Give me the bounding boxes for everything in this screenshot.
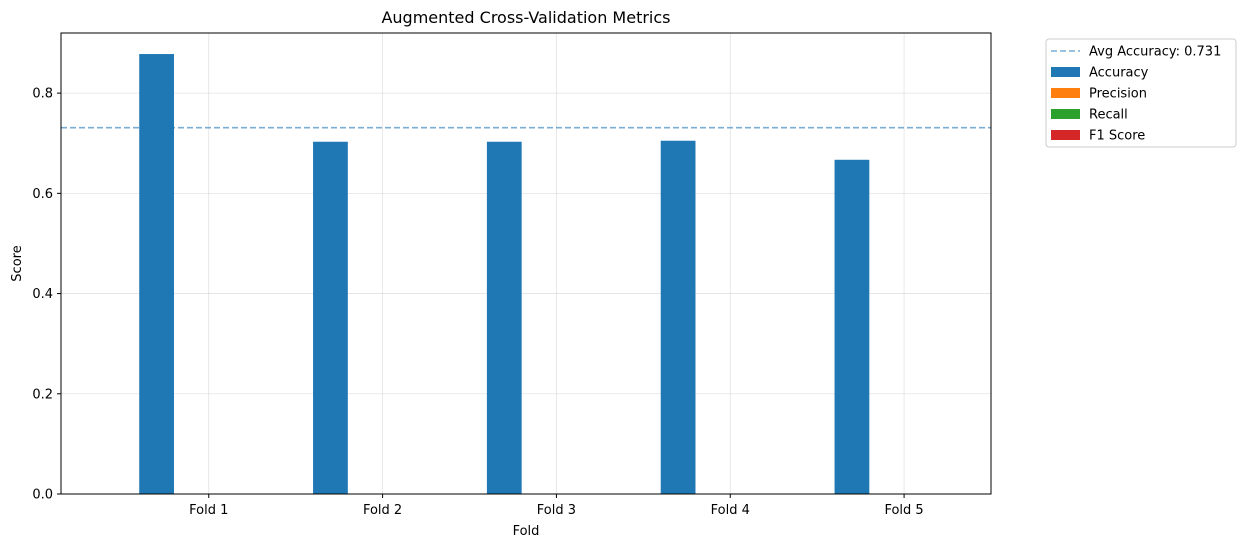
legend-box <box>1045 38 1237 148</box>
x-axis-ticks: Fold 1 Fold 2 Fold 3 Fold 4 Fold 5 <box>189 494 924 518</box>
legend-label-avg-accuracy: Avg Accuracy: 0.731 <box>1089 45 1221 60</box>
bar-accuracy <box>486 141 522 494</box>
legend-swatch-precision <box>1051 88 1080 98</box>
legend: Avg Accuracy: 0.731 Accuracy Precision Reca… <box>1045 38 1237 148</box>
bar-accuracy <box>660 140 696 494</box>
legend-items: Avg Accuracy: 0.731 Accuracy Precision Reca… <box>1051 45 1221 144</box>
legend-label-f1-score: F1 Score <box>1089 129 1145 144</box>
legend-label-recall: Recall <box>1089 108 1128 123</box>
y-axis-label: Score <box>10 245 25 281</box>
y-tick-label: 0.8 <box>32 87 53 102</box>
x-tick-label: Fold 4 <box>711 503 750 518</box>
y-tick-label: 0.4 <box>32 287 53 302</box>
y-tick-label: 0.0 <box>32 488 53 503</box>
bar-accuracy <box>139 54 174 494</box>
legend-label-accuracy: Accuracy <box>1089 66 1149 81</box>
y-axis-ticks: 0.0 0.2 0.4 0.6 0.8 <box>32 87 61 503</box>
grid-layer <box>61 33 991 495</box>
legend-swatch-accuracy <box>1051 67 1080 77</box>
bar-accuracy <box>834 159 870 494</box>
legend-swatch-recall <box>1051 109 1080 119</box>
y-tick-label: 0.2 <box>32 387 53 402</box>
x-tick-label: Fold 2 <box>363 503 402 518</box>
x-axis-label: Fold <box>513 524 540 539</box>
y-tick-label: 0.6 <box>32 187 53 202</box>
legend-label-precision: Precision <box>1089 87 1147 102</box>
bars-layer <box>139 54 870 494</box>
chart-title: Augmented Cross-Validation Metrics <box>381 8 670 27</box>
x-tick-label: Fold 5 <box>884 503 923 518</box>
bar-accuracy <box>313 141 348 494</box>
plot-frame <box>60 32 992 495</box>
x-tick-label: Fold 3 <box>537 503 576 518</box>
legend-swatch-f1-score <box>1051 130 1080 140</box>
x-tick-label: Fold 1 <box>189 503 228 518</box>
